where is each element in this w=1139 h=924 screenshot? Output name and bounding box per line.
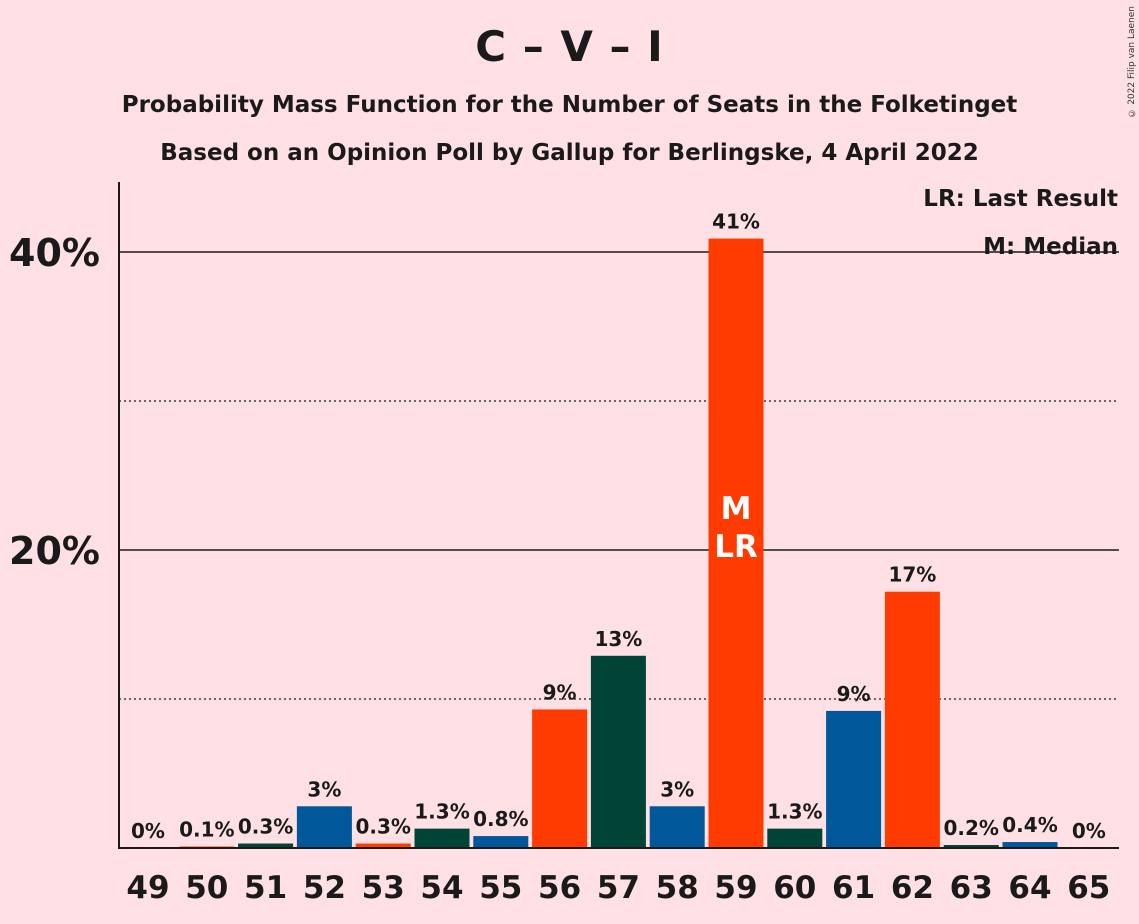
y-tick-labels: 20% 40% (9, 231, 100, 573)
data-label-65: 0% (1072, 819, 1106, 843)
chart-subtitle: Probability Mass Function for the Number… (121, 92, 1018, 118)
legend-median: M: Median (983, 234, 1118, 260)
data-label-52: 3% (307, 777, 341, 801)
x-tick-label-64: 64 (1008, 870, 1051, 906)
data-label-61: 9% (837, 682, 871, 706)
chart-subtitle-2: Based on an Opinion Poll by Gallup for B… (160, 140, 979, 166)
bar-61 (826, 710, 882, 848)
bar-62 (884, 591, 940, 848)
x-tick-label-55: 55 (479, 870, 522, 906)
x-tick-label-61: 61 (832, 870, 875, 906)
bar-60 (767, 828, 823, 848)
bar-53 (355, 843, 411, 848)
x-tick-label-50: 50 (185, 870, 228, 906)
x-tick-label-65: 65 (1067, 870, 1110, 906)
y-tick-label: 20% (9, 529, 100, 573)
x-tick-label-51: 51 (244, 870, 287, 906)
data-label-58: 3% (660, 777, 694, 801)
data-labels: 0% 0.1% 0.3%3%0.3%1.3% 0.8%9%13%3%41%1.3%9%… (131, 210, 1106, 843)
x-tick-label-52: 52 (303, 870, 346, 906)
bar-54 (414, 828, 470, 848)
bar-59 (708, 238, 764, 849)
legend-last-result: LR: Last Result (923, 186, 1118, 212)
data-label-49: 0% (131, 819, 165, 843)
chart-title: C – V – I (475, 22, 664, 71)
x-tick-labels: 49 50 51 52 53 54 55 56 57 58 59 60 61 62 63 64 65 (126, 870, 1110, 906)
data-label-51: 0.3% (238, 815, 293, 839)
data-label-56: 9% (543, 680, 577, 704)
data-label-54: 1.3% (414, 800, 469, 824)
data-label-60: 1.3% (767, 800, 822, 824)
data-label-50: 0.1% (179, 818, 234, 842)
median-marker: M (721, 491, 752, 527)
bars (179, 238, 1058, 849)
x-tick-label-49: 49 (126, 870, 169, 906)
data-label-53: 0.3% (355, 815, 410, 839)
bar-51 (238, 843, 294, 848)
bar-57 (590, 655, 646, 848)
y-tick-label: 40% (9, 231, 100, 275)
data-label-64: 0.4% (1002, 813, 1057, 837)
bar-63 (943, 845, 999, 848)
last-result-marker: LR (714, 529, 758, 565)
bar-58 (649, 806, 705, 848)
x-tick-label-54: 54 (420, 870, 463, 906)
data-label-62: 17% (888, 563, 936, 587)
bar-64 (1002, 842, 1058, 848)
data-label-55: 0.8% (473, 807, 528, 831)
data-label-63: 0.2% (943, 816, 998, 840)
data-label-57: 13% (594, 627, 642, 651)
x-tick-label-57: 57 (597, 870, 640, 906)
bar-56 (532, 709, 588, 848)
x-tick-label-60: 60 (773, 870, 816, 906)
x-tick-label-53: 53 (362, 870, 405, 906)
bar-55 (473, 836, 529, 848)
x-tick-label-59: 59 (714, 870, 757, 906)
x-tick-label-58: 58 (656, 870, 699, 906)
bar-52 (296, 806, 352, 848)
data-label-59: 41% (712, 210, 760, 234)
x-tick-label-62: 62 (891, 870, 934, 906)
x-tick-label-56: 56 (538, 870, 581, 906)
x-tick-label-63: 63 (950, 870, 993, 906)
median-markers: MLR (714, 491, 758, 565)
